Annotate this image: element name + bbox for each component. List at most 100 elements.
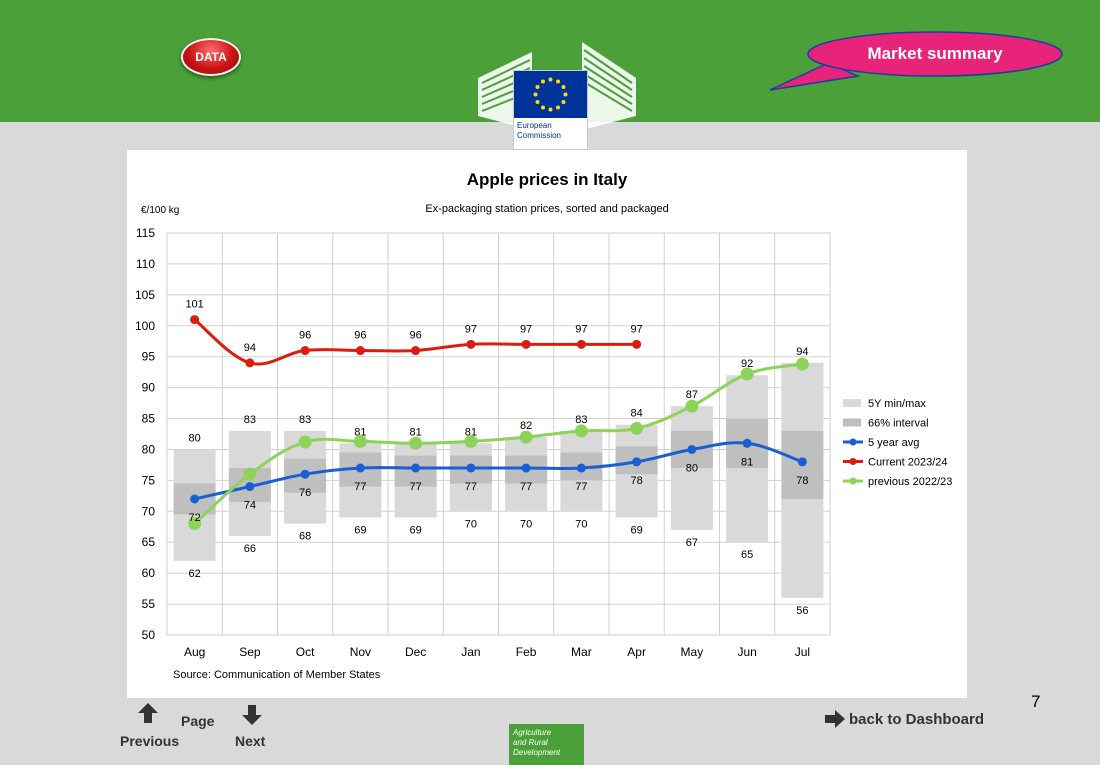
legend-swatch [843, 399, 861, 407]
min-value-label: 66 [244, 543, 256, 555]
x-tick-label: Dec [405, 645, 426, 659]
ec-logo-line-2: Commission [517, 131, 562, 140]
avg-value-label: 72 [189, 512, 201, 524]
min-value-label: 65 [741, 549, 753, 561]
avg-value-label: 77 [410, 481, 422, 493]
min-value-label: 68 [299, 531, 311, 543]
max-value-label: 87 [686, 389, 698, 401]
previous-button[interactable]: Previous [120, 733, 180, 749]
avg-value-label: 76 [299, 487, 311, 499]
avg-value-label: 74 [244, 500, 256, 512]
series-point-previous-2022-23 [353, 434, 367, 448]
current-value-label: 97 [631, 323, 643, 335]
series-point-5-year-avg [245, 482, 255, 492]
series-point-current-2023-24 [466, 339, 476, 349]
y-axis-unit: €/100 kg [141, 205, 180, 216]
series-point-current-2023-24 [355, 346, 365, 356]
current-value-label: 97 [575, 323, 587, 335]
max-value-label: 83 [575, 414, 587, 426]
max-value-label: 81 [410, 426, 422, 438]
current-value-label: 96 [354, 330, 366, 342]
legend-marker [849, 477, 857, 485]
market-summary-label[interactable]: Market summary [867, 44, 1003, 63]
legend-label: 5Y min/max [868, 398, 926, 410]
back-to-dashboard-label[interactable]: back to Dashboard [849, 710, 985, 728]
x-tick-label: May [681, 645, 704, 659]
back-to-dashboard-link[interactable]: back to Dashboard [825, 710, 984, 728]
max-value-label: 82 [520, 420, 532, 432]
agri-line-3: Development [513, 748, 561, 757]
series-point-5-year-avg [466, 463, 476, 473]
series-point-5-year-avg [300, 469, 310, 479]
series-point-previous-2022-23 [243, 467, 257, 481]
max-value-label: 80 [189, 432, 201, 444]
min-value-label: 70 [520, 518, 532, 530]
chart-title: Apple prices in Italy [466, 170, 628, 189]
series-point-previous-2022-23 [685, 399, 699, 413]
legend-marker [849, 458, 857, 465]
y-tick-label: 70 [142, 504, 156, 518]
series-point-previous-2022-23 [630, 421, 644, 435]
series-point-current-2023-24 [521, 339, 531, 349]
series-point-current-2023-24 [632, 339, 642, 349]
max-value-label: 81 [465, 426, 477, 438]
legend-label: previous 2022/23 [868, 476, 952, 488]
series-point-5-year-avg [576, 463, 586, 473]
series-point-previous-2022-23 [188, 517, 202, 531]
page-label: Page [181, 713, 215, 729]
legend-label: 5 year avg [868, 437, 919, 449]
chart-subtitle: Ex-packaging station prices, sorted and … [425, 203, 669, 215]
avg-value-label: 77 [520, 481, 532, 493]
max-value-label: 83 [299, 414, 311, 426]
y-tick-label: 95 [142, 350, 156, 364]
x-tick-label: Sep [239, 645, 261, 659]
series-point-5-year-avg [687, 444, 697, 454]
series-point-5-year-avg [355, 463, 365, 473]
series-point-previous-2022-23 [740, 367, 754, 381]
x-tick-label: Aug [184, 645, 205, 659]
series-point-previous-2022-23 [574, 424, 588, 438]
min-value-label: 70 [575, 518, 587, 530]
ec-logo-line-1: European [517, 121, 552, 130]
y-tick-label: 50 [142, 628, 156, 642]
y-tick-label: 85 [142, 412, 156, 426]
current-value-label: 94 [244, 342, 256, 354]
legend-label: Current 2023/24 [868, 457, 948, 469]
eu-flag-icon [514, 71, 587, 118]
page-number: 7 [1031, 692, 1041, 711]
chart-svg: 50 55 60 65 70 75 80 85 90 95 100 105 110 115 Aug Sep Oc… [135, 226, 952, 659]
market-summary-bubble[interactable] [768, 28, 1068, 98]
agri-line-2: and Rural [513, 738, 548, 747]
series-line-5-year-avg [194, 441, 803, 501]
x-tick-label: Jun [737, 645, 756, 659]
series-point-current-2023-24 [411, 346, 421, 356]
max-value-label: 81 [354, 426, 366, 438]
y-tick-label: 75 [142, 473, 156, 487]
min-value-label: 62 [189, 568, 201, 580]
next-arrow-icon[interactable] [241, 704, 263, 726]
x-tick-label: Apr [627, 645, 646, 659]
max-value-label: 94 [796, 346, 808, 358]
series-point-5-year-avg [521, 463, 531, 473]
avg-value-label: 77 [354, 481, 366, 493]
min-value-label: 67 [686, 537, 698, 549]
avg-value-label: 77 [575, 481, 587, 493]
agriculture-logo: Agriculture and Rural Development [509, 724, 584, 765]
legend-label: 66% interval [868, 418, 929, 430]
series-point-5-year-avg [797, 457, 807, 467]
y-tick-label: 90 [142, 381, 156, 395]
series-point-current-2023-24 [245, 358, 255, 368]
y-tick-label: 110 [136, 257, 155, 271]
max-value-label: 83 [244, 414, 256, 426]
max-value-label: 84 [631, 408, 643, 420]
series-point-current-2023-24 [300, 346, 310, 356]
chart-source: Source: Communication of Member States [173, 669, 381, 681]
avg-value-label: 77 [465, 481, 477, 493]
previous-arrow-icon[interactable] [137, 702, 159, 724]
next-button[interactable]: Next [235, 733, 266, 749]
current-value-label: 97 [520, 323, 532, 335]
avg-value-label: 78 [796, 475, 808, 487]
data-button[interactable]: DATA [181, 38, 241, 76]
y-tick-label: 65 [142, 535, 156, 549]
x-tick-label: Jul [795, 645, 810, 659]
